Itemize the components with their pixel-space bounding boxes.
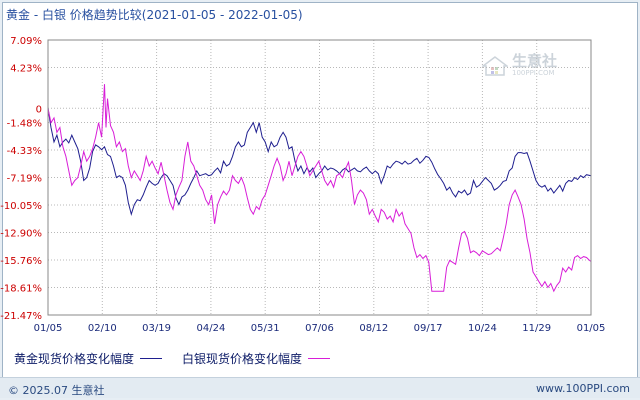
x-tick-label: 02/10: [88, 323, 117, 334]
legend-label-silver: 白银现货价格变化幅度: [182, 352, 303, 366]
watermark-url: 100PPI.COM: [512, 69, 555, 77]
x-tick-label: 01/05: [577, 323, 606, 334]
y-tick-label: -4.33%: [7, 146, 42, 157]
x-tick-label: 11/29: [522, 323, 551, 334]
y-tick-label: 4.23%: [10, 64, 42, 75]
y-tick-label: -12.90%: [0, 228, 42, 239]
legend: 黄金现货价格变化幅度 白银现货价格变化幅度: [14, 350, 350, 367]
y-tick-label: 7.09%: [10, 36, 42, 47]
y-tick-label: -15.76%: [0, 256, 42, 267]
x-tick-label: 07/06: [305, 323, 334, 334]
plot-border: [47, 39, 592, 316]
series-line-silver: [47, 84, 592, 293]
x-tick-label: 09/17: [414, 323, 443, 334]
series-line-gold: [47, 108, 592, 217]
x-tick-label: 05/31: [251, 323, 280, 334]
chart-title: 黄金 - 白银 价格趋势比较(2021-01-05 - 2022-01-05): [6, 8, 303, 22]
legend-label-gold: 黄金现货价格变化幅度: [14, 352, 135, 366]
house-logo-icon: [482, 56, 508, 76]
x-tick-label: 03/19: [142, 323, 171, 334]
legend-item-silver: 白银现货价格变化幅度: [182, 350, 336, 367]
y-tick-label: -10.05%: [0, 201, 42, 212]
watermark: 生意社 100PPI.COM: [482, 54, 557, 78]
legend-item-gold: 黄金现货价格变化幅度: [14, 350, 168, 367]
footer-copyright: © 2025.07 生意社: [8, 384, 105, 397]
y-tick-label: 0: [36, 104, 42, 115]
footer-site-link[interactable]: www.100PPI.com: [536, 382, 630, 395]
watermark-name: 生意社: [512, 52, 558, 70]
x-tick-label: 04/24: [196, 323, 225, 334]
footer-bar: © 2025.07 生意社 www.100PPI.com: [0, 377, 640, 398]
y-tick-label: -7.19%: [7, 174, 42, 185]
legend-swatch-gold: [140, 358, 163, 359]
y-tick-label: -21.47%: [0, 311, 42, 322]
x-tick-label: 08/12: [359, 323, 388, 334]
legend-swatch-silver: [308, 358, 331, 359]
y-tick-label: -18.61%: [0, 283, 42, 294]
x-tick-label: 10/24: [468, 323, 497, 334]
x-tick-label: 01/05: [34, 323, 63, 334]
y-tick-label: -1.48%: [7, 119, 42, 130]
